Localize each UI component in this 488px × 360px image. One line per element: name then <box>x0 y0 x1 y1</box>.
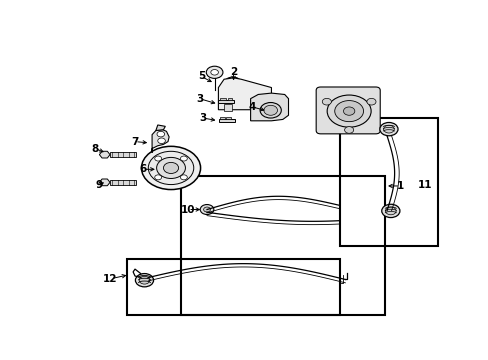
Text: 3: 3 <box>195 94 203 104</box>
Text: 3: 3 <box>199 113 206 123</box>
Circle shape <box>210 69 218 75</box>
Circle shape <box>148 151 193 185</box>
Polygon shape <box>99 179 110 186</box>
Polygon shape <box>218 78 271 110</box>
FancyBboxPatch shape <box>316 87 380 134</box>
Polygon shape <box>156 125 165 131</box>
Bar <box>218 118 234 122</box>
Bar <box>109 152 136 157</box>
Text: 12: 12 <box>103 274 118 284</box>
Bar <box>220 117 224 118</box>
Circle shape <box>379 122 397 136</box>
Bar <box>109 180 136 185</box>
Circle shape <box>200 204 213 215</box>
Text: 8: 8 <box>91 144 99 153</box>
Polygon shape <box>250 93 288 121</box>
Circle shape <box>156 157 185 179</box>
Text: 11: 11 <box>417 180 431 190</box>
Bar <box>218 100 233 103</box>
Polygon shape <box>152 130 169 153</box>
Circle shape <box>322 98 331 105</box>
Bar <box>227 98 231 100</box>
Circle shape <box>326 95 370 127</box>
Text: 2: 2 <box>229 67 237 77</box>
Text: 1: 1 <box>396 181 403 191</box>
Circle shape <box>203 207 210 212</box>
Circle shape <box>180 156 187 161</box>
Circle shape <box>157 131 164 137</box>
Circle shape <box>228 80 237 86</box>
Polygon shape <box>99 151 110 158</box>
Circle shape <box>260 103 281 118</box>
Circle shape <box>383 125 393 133</box>
Text: 6: 6 <box>139 164 146 174</box>
Circle shape <box>366 98 375 105</box>
Circle shape <box>180 175 187 180</box>
Circle shape <box>135 274 153 287</box>
Bar <box>127 260 339 315</box>
Circle shape <box>154 175 161 180</box>
Circle shape <box>334 100 363 122</box>
Text: 5: 5 <box>197 72 204 81</box>
Circle shape <box>158 138 165 144</box>
Bar <box>339 118 437 246</box>
Circle shape <box>385 207 395 215</box>
Circle shape <box>224 77 241 89</box>
Bar <box>180 176 385 315</box>
Bar <box>220 98 225 100</box>
Circle shape <box>264 105 277 115</box>
Text: 4: 4 <box>248 102 256 112</box>
Bar <box>224 104 231 111</box>
Circle shape <box>154 156 161 161</box>
Circle shape <box>206 66 223 78</box>
Circle shape <box>343 107 354 115</box>
Circle shape <box>344 127 353 133</box>
Text: 9: 9 <box>95 180 102 190</box>
Circle shape <box>163 162 178 174</box>
Circle shape <box>141 146 200 190</box>
Bar <box>226 117 230 118</box>
Text: 7: 7 <box>131 136 139 147</box>
Circle shape <box>139 276 149 284</box>
Circle shape <box>381 204 399 217</box>
Text: 10: 10 <box>181 204 195 215</box>
